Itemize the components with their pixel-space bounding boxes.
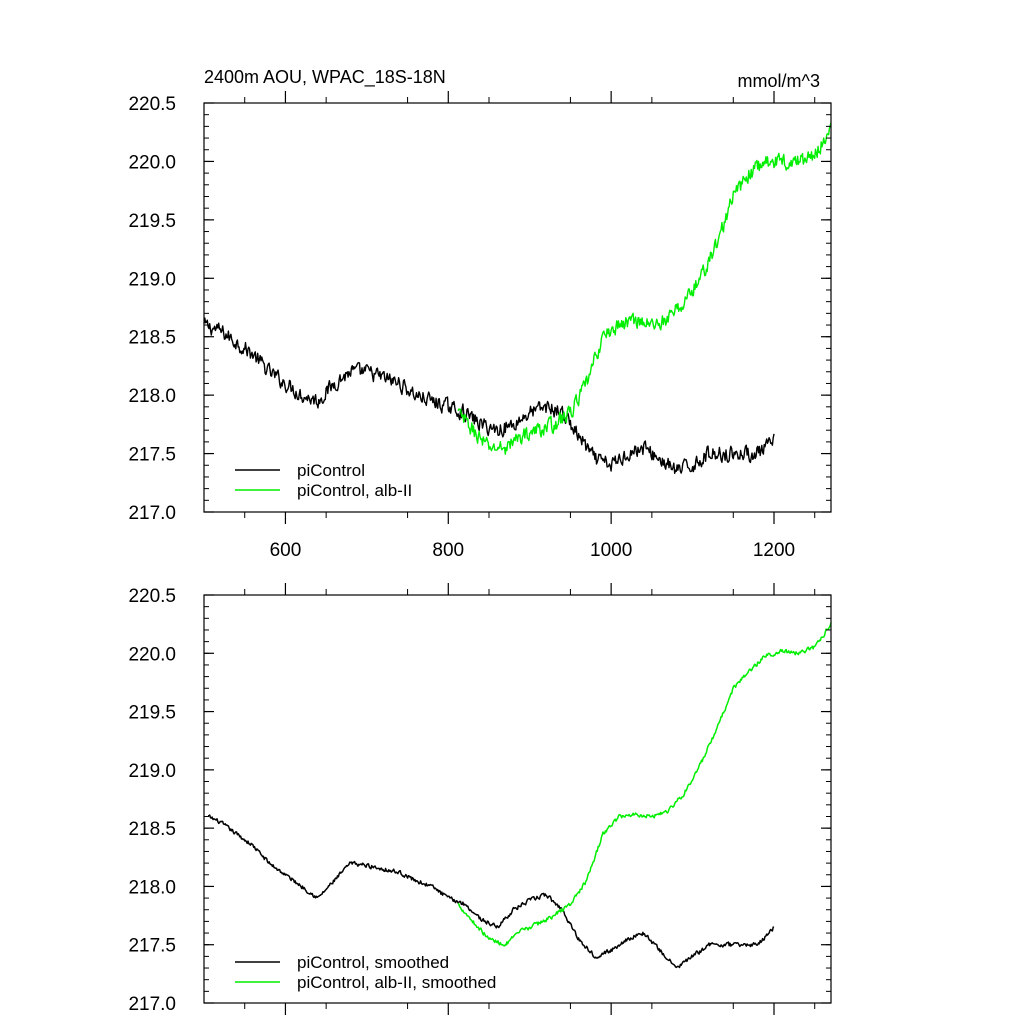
legend-label: piControl, alb-II <box>297 481 412 500</box>
series-line <box>207 814 775 969</box>
bottom-panel: 217.0 217.5 218.0 218.5 219.0 219.5 220.0 220.5… <box>128 583 832 1015</box>
units-label: mmol/m^3 <box>738 71 820 91</box>
top-panel: 2400m AOU, WPAC_18S-18N mmol/m^3 217.021… <box>128 67 832 561</box>
plot-frame <box>203 594 832 1004</box>
series-line <box>203 317 775 474</box>
y-tick-label: 220.5 <box>128 94 176 115</box>
y-tick-label: 219.5 <box>128 703 176 724</box>
y-tick-label: 218.0 <box>128 877 176 898</box>
y-tick-label: 217.5 <box>128 936 176 957</box>
legend-label: piControl <box>297 461 365 480</box>
series-line <box>457 122 832 455</box>
y-tick-label: 220.0 <box>128 644 176 665</box>
legend-label: piControl, smoothed <box>297 953 449 972</box>
series-line <box>457 622 832 947</box>
y-tick-label: 219.5 <box>128 211 176 232</box>
plot-frame <box>203 102 832 513</box>
legend-label: piControl, alb-II, smoothed <box>297 973 496 992</box>
y-tick-label: 217.0 <box>128 994 176 1015</box>
y-tick-label: 218.0 <box>128 386 176 407</box>
axes-layer: 217.0 217.5 218.0 218.5 219.0 219.5 220.0 220.5 <box>128 583 832 1015</box>
y-tick-label: 218.5 <box>128 819 176 840</box>
y-tick-label: 219.0 <box>128 761 176 782</box>
y-tick-label: 220.0 <box>128 152 176 173</box>
chart-title: 2400m AOU, WPAC_18S-18N <box>204 67 446 88</box>
y-tick-label: 220.5 <box>128 586 176 607</box>
x-tick-label: 600 <box>270 540 302 561</box>
x-tick-label: 800 <box>432 540 464 561</box>
series-layer <box>207 622 832 969</box>
x-tick-label: 1200 <box>753 540 795 561</box>
y-tick-label: 217.0 <box>128 503 176 524</box>
y-tick-label: 217.5 <box>128 445 176 466</box>
axes-layer: 217.0 217.5 218.0 218.5 219.0 219.5 220.0 220.5… <box>128 91 832 561</box>
x-tick-label: 1000 <box>590 540 632 561</box>
y-tick-label: 219.0 <box>128 269 176 290</box>
series-layer <box>203 122 832 474</box>
y-tick-label: 218.5 <box>128 328 176 349</box>
